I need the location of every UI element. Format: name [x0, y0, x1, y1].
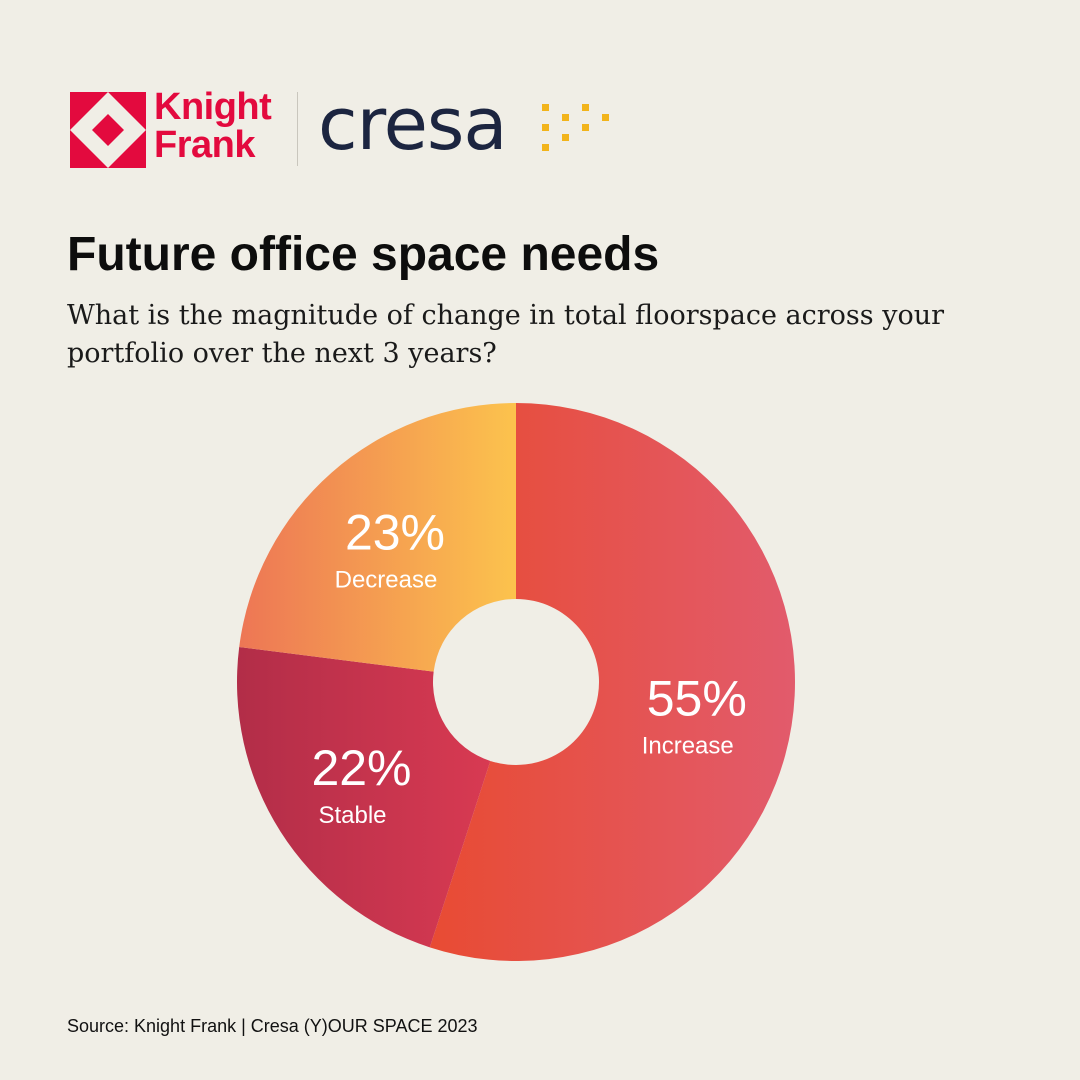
slice-label-decrease: Decrease	[335, 567, 438, 594]
cresa-wordmark: cresa	[318, 82, 508, 166]
logo-row: Knight Frank cresa	[70, 82, 630, 172]
logo-divider	[297, 92, 298, 166]
slice-increase	[429, 403, 795, 961]
slice-label-increase: Increase	[642, 733, 734, 760]
slice-value-increase: 55%	[647, 671, 747, 727]
slice-value-stable: 22%	[311, 740, 411, 796]
slices-layer	[236, 403, 795, 961]
labels-layer: 55% Increase 22% Stable 23% Decrease	[311, 505, 746, 829]
cresa-dots-icon	[542, 104, 609, 151]
knight-frank-wordmark: Knight Frank	[154, 86, 272, 166]
chart-subtitle: What is the magnitude of change in total…	[67, 300, 945, 369]
chart-title: Future office space needs	[67, 228, 660, 281]
slice-stable	[236, 647, 491, 948]
knight-frank-logo-icon	[70, 92, 146, 168]
slice-value-decrease: 23%	[345, 505, 445, 561]
slice-decrease	[239, 403, 516, 672]
knight-frank-line1: Knight	[154, 86, 272, 128]
source-note: Source: Knight Frank | Cresa (Y)OUR SPAC…	[67, 1016, 478, 1036]
knight-frank-line2: Frank	[154, 124, 255, 166]
slice-label-stable: Stable	[318, 802, 386, 829]
